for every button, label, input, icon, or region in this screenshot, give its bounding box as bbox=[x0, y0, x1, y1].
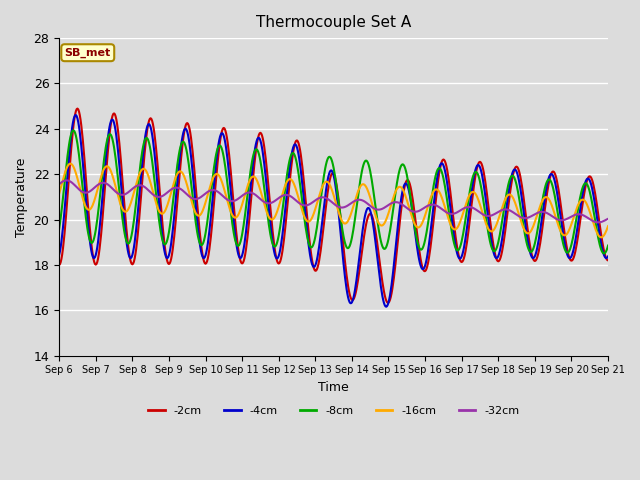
Text: SB_met: SB_met bbox=[65, 48, 111, 58]
Legend: -2cm, -4cm, -8cm, -16cm, -32cm: -2cm, -4cm, -8cm, -16cm, -32cm bbox=[143, 401, 524, 420]
Y-axis label: Temperature: Temperature bbox=[15, 157, 28, 237]
X-axis label: Time: Time bbox=[318, 381, 349, 394]
Title: Thermocouple Set A: Thermocouple Set A bbox=[256, 15, 412, 30]
